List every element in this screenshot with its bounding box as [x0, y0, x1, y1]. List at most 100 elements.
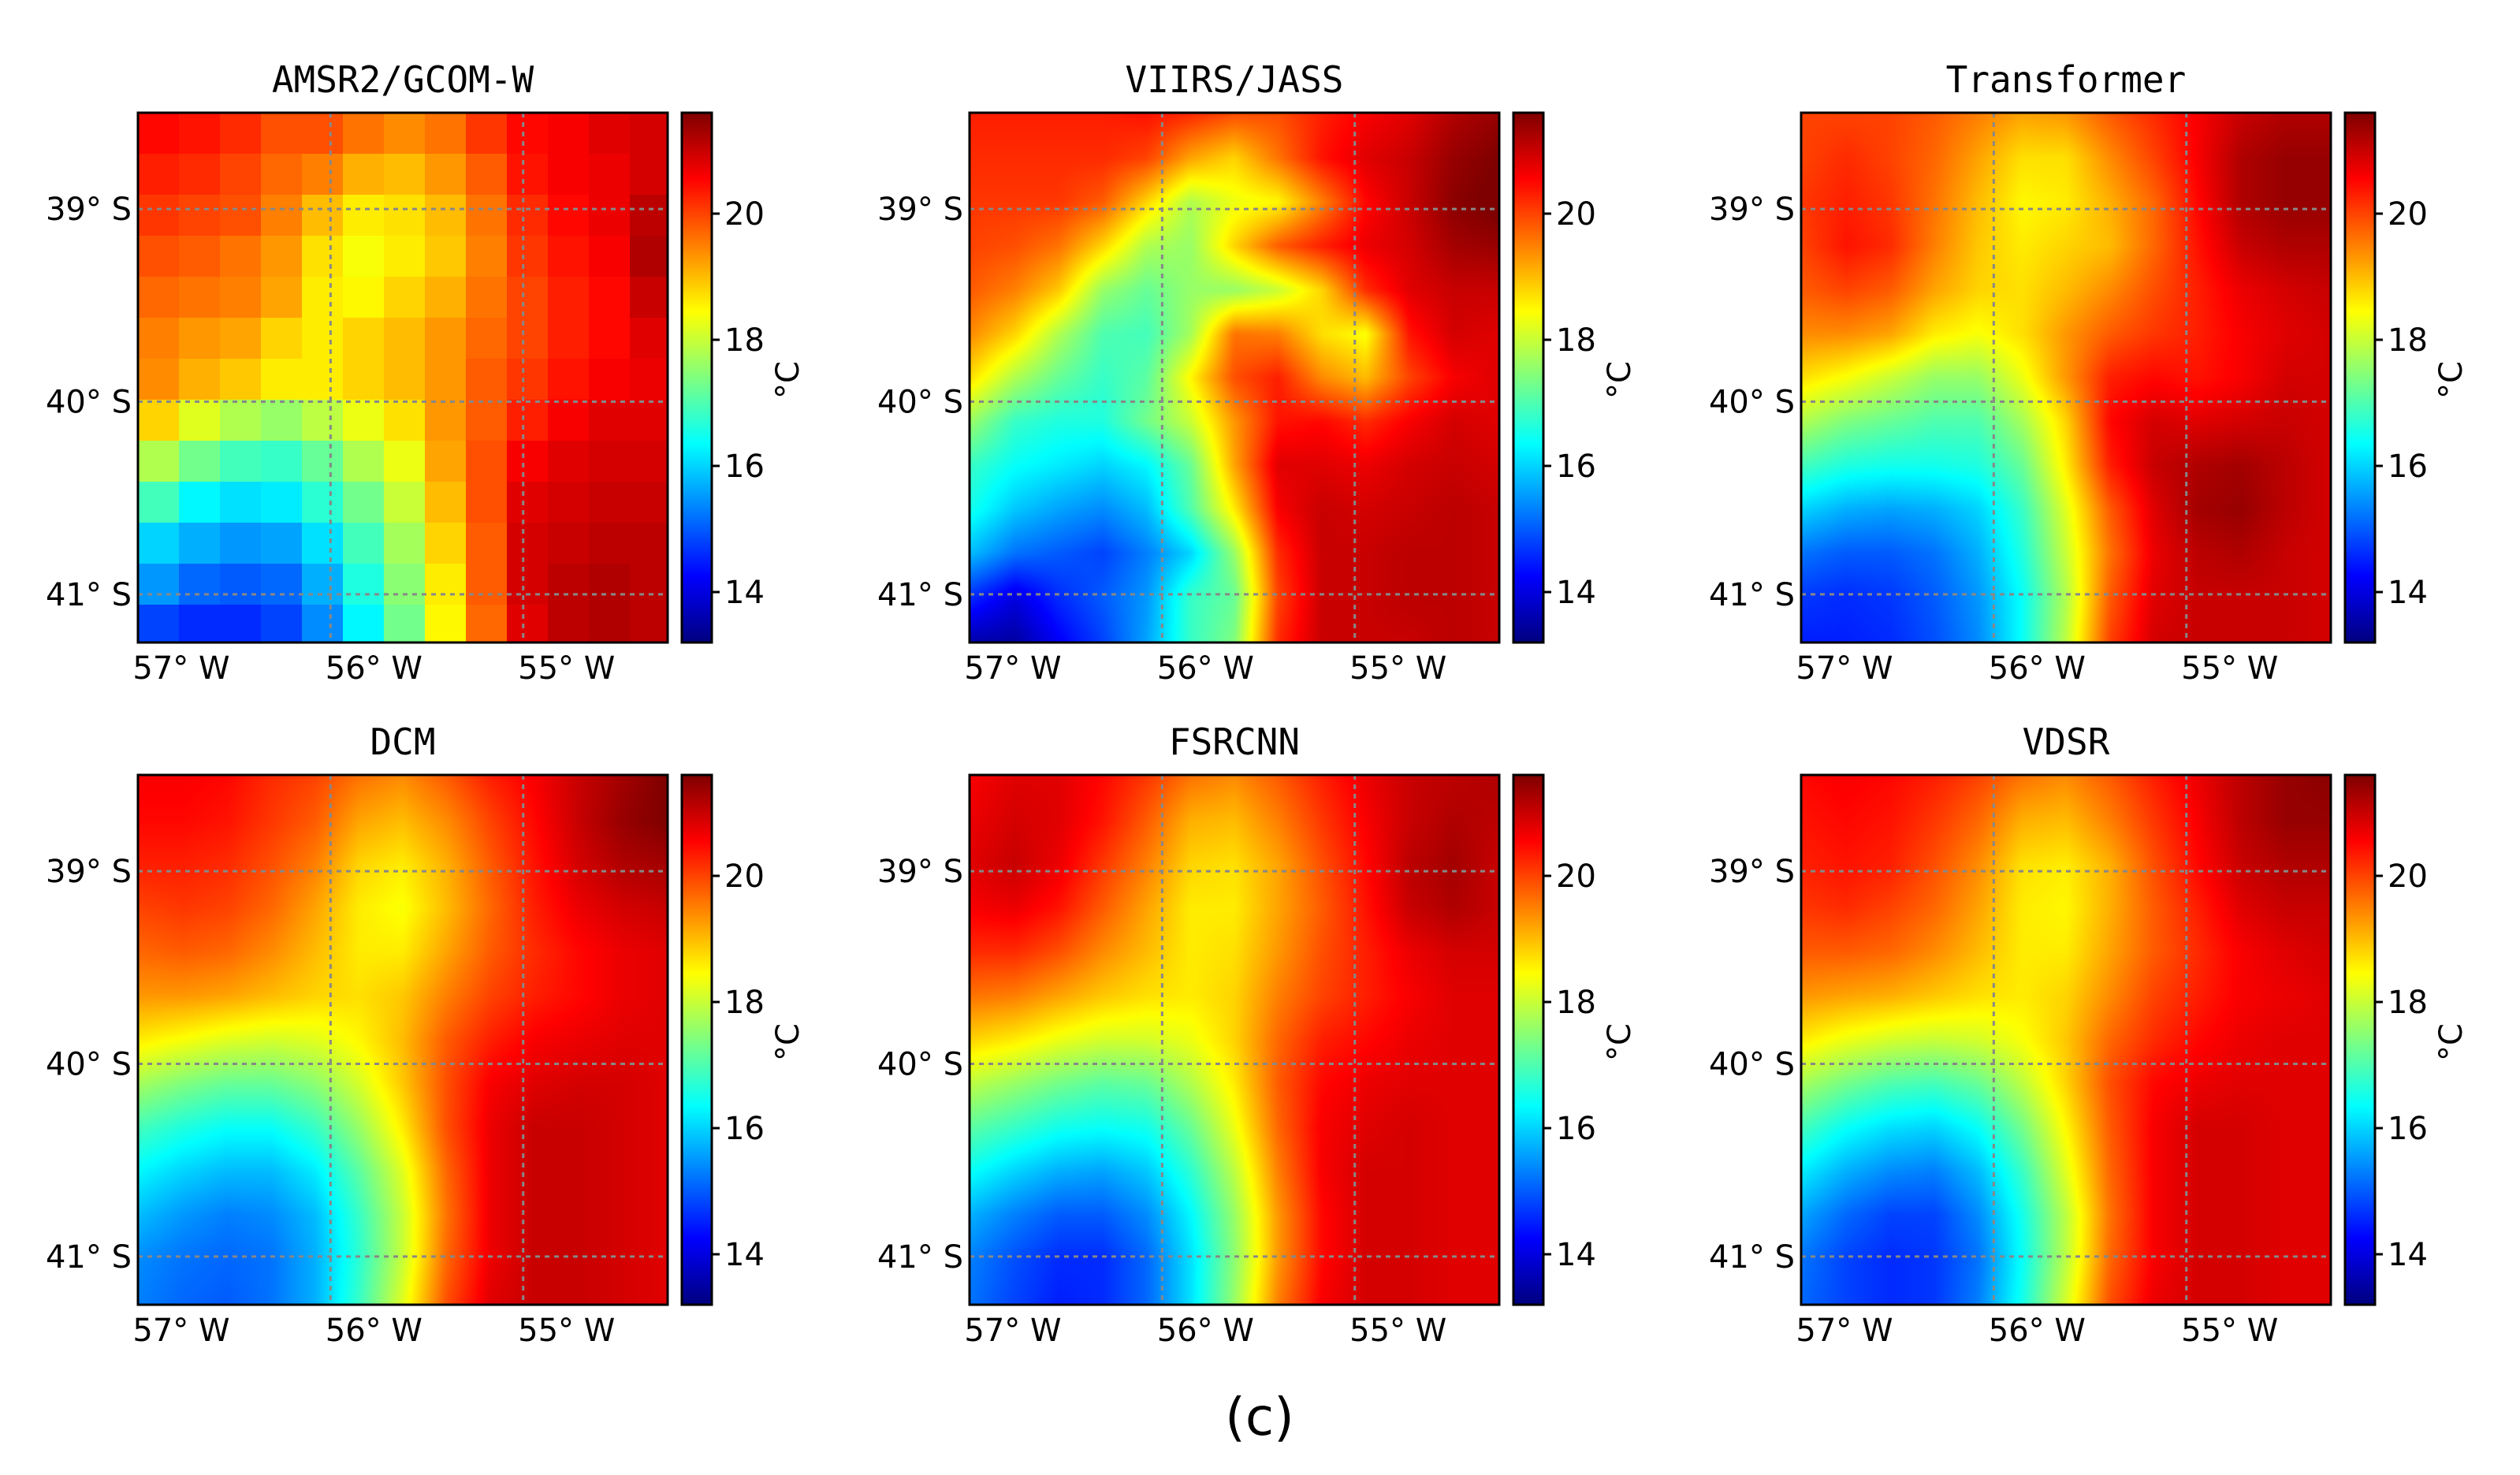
y-tick-label: 41° S [877, 577, 963, 613]
colorbar-tick-label: 18 [1556, 985, 1596, 1021]
y-tick-label: 41° S [877, 1239, 963, 1276]
plot-frame [968, 111, 1501, 644]
colorbar [682, 775, 712, 1305]
colorbar-frame [2343, 773, 2377, 1306]
panel-5: FSRCNN 39° S 40° S 41° S 57° W 56° W 55° W 14 16… [877, 721, 1638, 1349]
colorbar-tick-label: 20 [724, 196, 765, 233]
colorbar-unit-label: °C [2433, 1023, 2470, 1061]
colorbar-tick-label: 16 [2388, 449, 2428, 485]
panel-2: VIIRS/JASS 39° S 40° S 41° S 57° W 56° W 55° W… [877, 58, 1638, 687]
colorbar [2345, 113, 2375, 643]
colorbar-tick-label: 16 [2388, 1111, 2428, 1147]
colorbar-tick-label: 18 [1556, 322, 1596, 359]
x-tick-label: 55° W [1349, 650, 1446, 687]
x-tick-label: 56° W [326, 650, 422, 687]
colorbar [1513, 775, 1543, 1305]
x-tick-label: 56° W [1157, 650, 1254, 687]
colorbar-tick-label: 20 [724, 859, 765, 895]
x-tick-label: 56° W [1989, 650, 2086, 687]
colorbar-frame [1512, 773, 1545, 1306]
figure-caption: (c) [1225, 1387, 1294, 1447]
panel-4: DCM 39° S 40° S 41° S 57° W 56° W 55° W 14 16 18 2… [46, 721, 806, 1349]
x-tick-label: 57° W [132, 650, 229, 687]
x-tick-label: 57° W [964, 1313, 1061, 1349]
heatmap-image [970, 775, 1499, 1305]
y-tick-label: 40° S [1709, 385, 1795, 421]
colorbar-tick-label: 14 [1556, 575, 1596, 611]
y-tick-label: 41° S [1709, 577, 1795, 613]
panel-3: Transformer 39° S 40° S 41° S 57° W 56° W 55° … [1709, 58, 2470, 687]
heatmap-image [1801, 775, 2331, 1305]
colorbar-unit-label: °C [770, 361, 806, 399]
colorbar-tick-label: 18 [2388, 985, 2428, 1021]
y-tick-label: 41° S [1709, 1239, 1795, 1276]
colorbar-tick-label: 18 [2388, 322, 2428, 359]
colorbar-unit-label: °C [1602, 1023, 1638, 1061]
y-tick-label: 40° S [877, 385, 963, 421]
x-tick-label: 57° W [1796, 650, 1893, 687]
x-tick-label: 55° W [518, 1313, 615, 1349]
x-tick-label: 55° W [518, 650, 615, 687]
x-tick-label: 57° W [132, 1313, 229, 1349]
colorbar-unit-label: °C [770, 1023, 806, 1061]
colorbar-unit-label: °C [2433, 361, 2470, 399]
colorbar [682, 113, 712, 643]
y-tick-label: 40° S [877, 1047, 963, 1083]
y-tick-label: 39° S [46, 854, 132, 890]
panel-title: VIIRS/JASS [1126, 58, 1344, 101]
colorbar-frame [2343, 111, 2377, 644]
panel-1: AMSR2/GCOM-W 39° S 40° S 41° S 57° W 56° W 55°… [46, 58, 806, 687]
colorbar-tick-label: 16 [1556, 449, 1596, 485]
x-tick-label: 55° W [2181, 650, 2278, 687]
plot-frame [136, 111, 669, 644]
y-tick-label: 39° S [877, 854, 963, 890]
y-tick-label: 41° S [46, 1239, 132, 1276]
panel-title: FSRCNN [1169, 721, 1300, 763]
y-tick-label: 39° S [877, 192, 963, 228]
y-tick-label: 40° S [46, 1047, 132, 1083]
colorbar-tick-label: 20 [2388, 196, 2428, 233]
colorbar-tick-label: 20 [2388, 859, 2428, 895]
x-tick-label: 56° W [1157, 1313, 1254, 1349]
colorbar-frame [680, 111, 713, 644]
x-tick-label: 55° W [1349, 1313, 1446, 1349]
colorbar-tick-label: 14 [2388, 575, 2428, 611]
panel-title: AMSR2/GCOM-W [272, 58, 534, 101]
colorbar-tick-label: 18 [724, 985, 765, 1021]
heatmap-image [138, 775, 668, 1305]
colorbar [2345, 775, 2375, 1305]
colorbar-tick-label: 14 [2388, 1237, 2428, 1273]
y-tick-label: 40° S [46, 385, 132, 421]
plot-frame [136, 773, 669, 1306]
colorbar-tick-label: 16 [724, 1111, 765, 1147]
y-tick-label: 41° S [46, 577, 132, 613]
colorbar-frame [680, 773, 713, 1306]
y-tick-label: 39° S [1709, 192, 1795, 228]
colorbar-frame [1512, 111, 1545, 644]
colorbar-tick-label: 14 [724, 575, 765, 611]
plot-frame [968, 773, 1501, 1306]
y-tick-label: 39° S [1709, 854, 1795, 890]
colorbar-tick-label: 14 [724, 1237, 765, 1273]
x-tick-label: 57° W [964, 650, 1061, 687]
colorbar-tick-label: 20 [1556, 859, 1596, 895]
x-tick-label: 56° W [326, 1313, 422, 1349]
panels-group: AMSR2/GCOM-W 39° S 40° S 41° S 57° W 56° W 55°… [46, 58, 2470, 1349]
colorbar-tick-label: 14 [1556, 1237, 1596, 1273]
x-tick-label: 55° W [2181, 1313, 2278, 1349]
y-tick-label: 40° S [1709, 1047, 1795, 1083]
x-tick-label: 56° W [1989, 1313, 2086, 1349]
colorbar [1513, 113, 1543, 643]
y-tick-label: 39° S [46, 192, 132, 228]
panel-title: DCM [370, 721, 435, 763]
colorbar-unit-label: °C [1602, 361, 1638, 399]
panel-6: VDSR 39° S 40° S 41° S 57° W 56° W 55° W 14 16 18… [1709, 721, 2470, 1349]
colorbar-tick-label: 18 [724, 322, 765, 359]
heatmap-image [970, 113, 1499, 643]
x-tick-label: 57° W [1796, 1313, 1893, 1349]
colorbar-tick-label: 20 [1556, 196, 1596, 233]
plot-frame [1800, 111, 2332, 644]
panel-title: Transformer [1946, 58, 2187, 101]
colorbar-tick-label: 16 [724, 449, 765, 485]
